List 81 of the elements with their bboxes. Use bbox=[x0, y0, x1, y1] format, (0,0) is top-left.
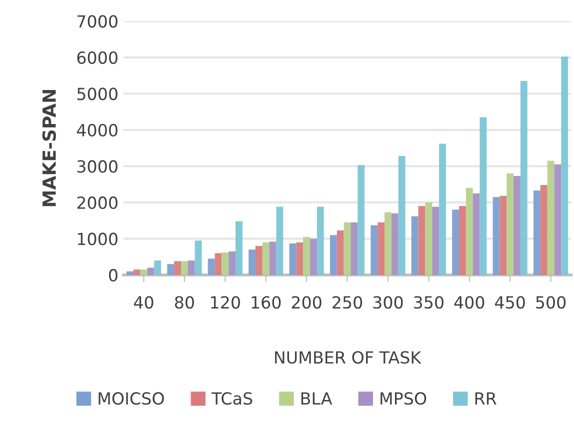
bar bbox=[154, 260, 162, 275]
legend-label: TCaS bbox=[211, 392, 252, 405]
x-tick-label: 160 bbox=[252, 296, 281, 309]
bar bbox=[370, 225, 378, 275]
bar bbox=[378, 222, 385, 275]
y-axis-title: MAKE-SPAN bbox=[42, 90, 56, 206]
bar bbox=[418, 206, 426, 275]
bar bbox=[214, 253, 222, 275]
legend-label: MOICSO bbox=[98, 392, 164, 405]
bar bbox=[336, 230, 344, 275]
bar bbox=[222, 252, 229, 275]
x-tick-label: 400 bbox=[454, 296, 484, 309]
bar bbox=[133, 270, 140, 275]
legend-label: BLA bbox=[301, 392, 332, 405]
x-tick-label: 300 bbox=[373, 296, 403, 309]
bar bbox=[466, 188, 473, 275]
bar bbox=[398, 156, 406, 275]
bar bbox=[269, 242, 276, 275]
y-tick-label: 6000 bbox=[77, 51, 118, 64]
bar bbox=[310, 238, 317, 275]
bar bbox=[228, 251, 236, 275]
bar bbox=[384, 212, 392, 275]
bar bbox=[248, 250, 256, 275]
y-tick-label: 5000 bbox=[77, 88, 118, 100]
x-tick-label: 200 bbox=[292, 296, 322, 309]
bar bbox=[480, 117, 487, 275]
bar bbox=[167, 264, 174, 275]
y-tick-label: 3000 bbox=[77, 160, 118, 173]
bar bbox=[236, 221, 242, 275]
bar bbox=[208, 258, 215, 275]
bar bbox=[500, 196, 507, 275]
bar bbox=[316, 206, 324, 275]
bar bbox=[140, 270, 148, 275]
bar bbox=[472, 193, 480, 275]
bar bbox=[561, 56, 568, 275]
bar bbox=[520, 80, 528, 275]
bar bbox=[432, 206, 440, 275]
bar bbox=[458, 206, 466, 275]
x-axis-title: NUMBER OF TASK bbox=[275, 351, 422, 364]
bar bbox=[439, 144, 446, 275]
bar bbox=[289, 243, 296, 275]
bar bbox=[330, 235, 337, 275]
bar bbox=[188, 260, 195, 275]
y-tick-label: 7000 bbox=[78, 15, 118, 28]
bar bbox=[452, 210, 459, 275]
bar bbox=[147, 268, 154, 275]
bar bbox=[350, 222, 358, 275]
x-tick-label: 120 bbox=[211, 296, 240, 309]
y-tick-label: 1000 bbox=[78, 232, 118, 246]
legend-label: MPSO bbox=[380, 392, 426, 405]
x-tick-label: 250 bbox=[332, 296, 362, 309]
x-tick-label: 450 bbox=[494, 296, 525, 309]
x-tick-label: 40 bbox=[134, 296, 154, 309]
x-tick-label: 500 bbox=[536, 296, 566, 309]
bar bbox=[303, 236, 310, 275]
bar bbox=[554, 164, 562, 275]
x-tick-label: 80 bbox=[174, 296, 194, 309]
bar bbox=[533, 190, 540, 275]
bar bbox=[547, 160, 554, 275]
bar bbox=[540, 185, 548, 275]
legend-label: RR bbox=[475, 392, 496, 405]
bar bbox=[262, 242, 270, 275]
bar bbox=[514, 176, 520, 275]
bar bbox=[411, 216, 418, 275]
bar bbox=[425, 202, 432, 275]
bar bbox=[276, 206, 284, 275]
bar bbox=[492, 196, 500, 275]
bar bbox=[126, 271, 134, 275]
x-tick-label: 350 bbox=[414, 296, 444, 309]
bar bbox=[358, 165, 365, 275]
y-tick-label: 2000 bbox=[77, 196, 118, 210]
bar bbox=[296, 242, 304, 275]
bar bbox=[194, 240, 202, 275]
y-tick-label: 0 bbox=[109, 268, 118, 282]
bar bbox=[255, 246, 262, 275]
bar bbox=[391, 213, 398, 275]
y-tick-label: 4000 bbox=[76, 124, 118, 136]
bar bbox=[174, 261, 182, 275]
bar bbox=[344, 222, 351, 275]
bar bbox=[506, 173, 514, 275]
bar bbox=[181, 261, 188, 275]
